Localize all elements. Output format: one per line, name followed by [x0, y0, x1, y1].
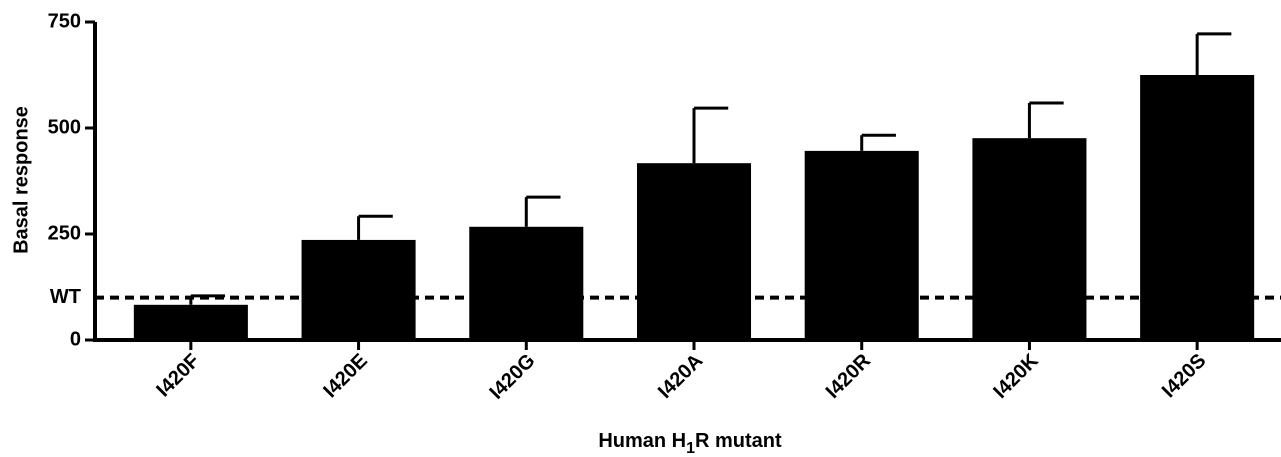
x-axis-label-part: R mutant [695, 430, 782, 452]
x-tick-label: I420K [989, 349, 1043, 403]
bar [636, 163, 752, 340]
x-tick-label: I420F [152, 350, 204, 402]
y-tick-label: 250 [48, 222, 81, 244]
bar [804, 150, 919, 340]
error-bar [860, 133, 896, 151]
error-bar [524, 195, 561, 227]
y-tick-label: 500 [48, 116, 81, 138]
y-axis-label: Basal response [10, 106, 32, 254]
error-bar [1195, 32, 1232, 75]
x-tick-label: I420S [1158, 350, 1211, 403]
bar [1140, 75, 1255, 340]
y-tick-label: 750 [48, 10, 81, 32]
reference-line-label: WT [50, 286, 81, 308]
x-axis-label-part: Human H [598, 430, 686, 452]
bar [469, 226, 584, 340]
x-tick-label: I420E [319, 350, 372, 403]
bar [301, 239, 416, 340]
x-axis-label-sub: 1 [686, 440, 695, 457]
error-bar [1027, 101, 1064, 139]
error-bar [692, 106, 729, 164]
error-bar [357, 214, 393, 240]
bar [972, 138, 1087, 340]
x-tick-label: I420A [654, 350, 707, 403]
x-tick-label: I420G [485, 350, 539, 404]
bar [133, 304, 248, 340]
x-tick-label: I420R [822, 349, 876, 403]
y-tick-label: 0 [70, 328, 81, 350]
x-axis-label: Human H1R mutant [598, 430, 782, 457]
